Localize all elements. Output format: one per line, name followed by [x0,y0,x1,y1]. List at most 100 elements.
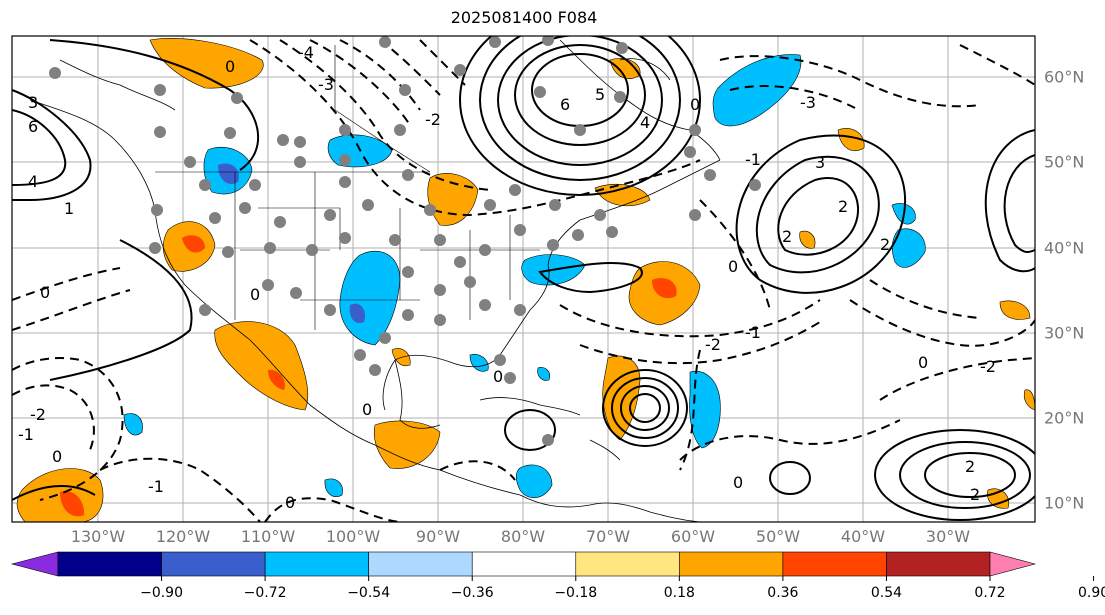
contour-label: -1 [745,150,761,169]
contour-label: 6 [28,117,38,136]
lon-label: 100°W [325,527,381,546]
contours-negative [12,39,1035,522]
colorbar-segment [471,551,577,577]
shade-red-pacific [60,491,85,517]
contour-label-group: 3 6 4 1 0 -1 -2 0 -1 0 -2 -3 -4 6 5 4 0 … [18,43,996,512]
contour-label: -2 [30,405,46,424]
colorbar-tick-label: 0.90 [1077,585,1105,601]
lon-label: 120°W [155,527,211,546]
colorbar-arrow-low [10,551,59,577]
shade-darkblue-plains [349,303,366,324]
contour-label: 0 [40,283,50,302]
lon-label: 70°W [585,527,631,546]
contour-label: -3 [800,93,816,112]
shade-red-atlantic [652,277,677,299]
lat-label: 50°N [1044,152,1085,172]
colorbar-segment [264,551,369,577]
contour-label: -4 [298,43,314,62]
shade-blue-carib [515,464,553,498]
contour-label: -1 [148,477,164,496]
station-dots [49,36,761,446]
shade-orange-caribbean [373,420,441,469]
colorbar-segment [782,551,887,577]
contour-label: -2 [980,357,996,376]
contour-label: 0 [52,447,62,466]
contour-label: 2 [838,197,848,216]
colorbar-tick-label: −0.72 [243,585,287,601]
contour-label: 4 [28,172,38,191]
lon-label: 110°W [240,527,296,546]
colorbar-segment [679,551,784,577]
map-frame [11,35,1036,523]
shade-blue-atlantic2 [891,228,926,268]
colorbar-segment [368,551,473,577]
contour-label: 0 [493,367,503,386]
contour-label: 0 [225,57,235,76]
shade-blue-carib2 [324,478,343,498]
colorbar-tick-label: −0.54 [347,585,391,601]
contour-label: -1 [18,425,34,444]
contour-label: 2 [782,227,792,246]
colorbar-tick-label: 0.72 [974,585,1006,601]
colorbar-segment [161,551,266,577]
contour-label: -3 [318,75,334,94]
coastlines [29,39,721,522]
lon-label: 90°W [415,527,461,546]
contour-label: 2 [970,485,980,504]
contour-label: 3 [815,153,825,172]
colorbar-segment [575,551,680,577]
contour-label: 6 [560,95,570,114]
shade-blue-hurricane [689,370,721,449]
colorbar-segment [886,551,991,577]
weather-map: 3 6 4 1 0 -1 -2 0 -1 0 -2 -3 -4 6 5 4 0 … [11,35,1036,523]
shade-orange-midatl2 [799,230,816,249]
lat-label: 10°N [1044,493,1085,513]
shade-orange-midatl [837,128,865,151]
contour-label: 3 [28,93,38,112]
colorbar-tick-label: −0.90 [140,585,183,601]
lat-label: 30°N [1044,323,1085,343]
shade-blue-labrador [712,54,802,127]
colorbar-segment [57,551,162,577]
shade-red-sw [182,235,205,253]
lat-label: 60°N [1044,67,1085,87]
lon-label: 130°W [70,527,126,546]
colorbar-tick-label: 0.54 [870,585,903,601]
contour-label: 0 [362,400,372,419]
colorbar-tick-label: −0.18 [554,585,598,601]
shade-blue-south [537,367,550,381]
contour-label: 0 [285,493,295,512]
lat-label: 40°N [1044,238,1085,258]
lon-label: 40°W [840,527,886,546]
lon-label: 50°W [755,527,801,546]
colorbar-tick-label: −0.36 [450,585,494,601]
contour-label: 0 [733,473,743,492]
shade-orange-east2 [1023,389,1035,411]
contour-label: 1 [64,199,74,218]
lon-label: 60°W [670,527,716,546]
lon-label: 30°W [925,527,971,546]
contour-label: -2 [425,110,441,129]
shade-orange-east [999,300,1031,320]
shade-orange-nw [149,38,264,89]
contour-label: 0 [690,95,700,114]
colorbar-arrow-high [989,551,1037,577]
contour-label: 4 [640,113,650,132]
shade-darkblue-rockies [218,163,239,185]
chart-title: 2025081400 F084 [450,8,598,27]
shade-blue-pacific [123,413,143,436]
contour-label: -2 [705,335,721,354]
colorbar [10,551,1095,581]
contour-label: 0 [728,257,738,276]
lat-label: 20°N [1044,408,1085,428]
contour-label: 0 [250,285,260,304]
contour-label: 2 [965,457,975,476]
contour-label: 2 [880,235,890,254]
contour-label: 0 [918,353,928,372]
lon-label: 80°W [500,527,546,546]
contour-label: -1 [745,323,761,342]
colorbar-tick-label: 0.36 [767,585,799,601]
gridlines [12,36,1035,522]
shade-red-mexico [268,369,285,390]
colorbar-tick-label: 0.18 [663,585,695,601]
